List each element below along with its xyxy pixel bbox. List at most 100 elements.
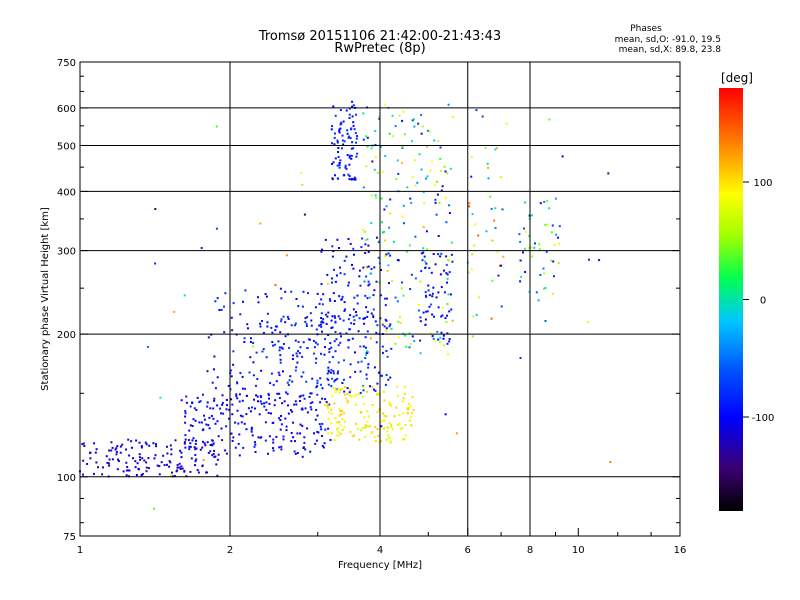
echo-point [246, 323, 249, 326]
echo-point [339, 272, 342, 275]
echo-point [263, 402, 266, 405]
echo-point [212, 453, 215, 455]
echo-point [418, 153, 421, 156]
echo-point [417, 303, 420, 306]
echo-point [213, 399, 216, 402]
echo-point [102, 466, 104, 469]
echo-point [356, 294, 359, 297]
echo-point [419, 316, 422, 319]
echo-point [95, 448, 98, 451]
echo-point [352, 124, 355, 127]
echo-point [448, 271, 451, 274]
echo-point [263, 405, 266, 408]
echo-point [347, 346, 350, 349]
echo-point [280, 448, 283, 451]
echo-point [348, 163, 351, 166]
echo-point [331, 163, 333, 165]
echo-point [292, 436, 295, 439]
echo-point [134, 466, 137, 469]
echo-point [296, 361, 299, 364]
echo-point [81, 443, 84, 446]
echo-point [366, 410, 369, 413]
echo-point [352, 147, 355, 150]
echo-point [373, 289, 376, 292]
echo-point [440, 315, 443, 318]
echo-point [561, 155, 564, 158]
echo-point [171, 471, 173, 474]
echo-point [366, 421, 369, 424]
echo-point [327, 427, 330, 430]
echo-point [404, 334, 407, 337]
echo-point [500, 305, 503, 308]
echo-point [381, 351, 384, 354]
echo-point [467, 271, 470, 274]
echo-point [147, 467, 150, 470]
echo-point [153, 507, 156, 510]
echo-point [116, 445, 119, 448]
echo-point [194, 460, 197, 463]
colorbar-tick-label: -100 [752, 413, 775, 424]
echo-point [297, 305, 300, 308]
echo-point [345, 332, 348, 335]
echo-point [376, 324, 379, 327]
echo-point [280, 320, 283, 323]
echo-point [343, 359, 345, 362]
echo-point [351, 263, 353, 266]
echo-point [348, 338, 351, 341]
echo-point [336, 139, 339, 142]
echo-point [225, 408, 228, 411]
echo-point [203, 418, 206, 421]
echo-point [163, 464, 166, 467]
echo-point [388, 132, 391, 135]
echo-point [377, 392, 380, 395]
echo-point [353, 128, 356, 131]
echo-point [299, 400, 301, 402]
echo-point [270, 412, 272, 415]
echo-point [238, 393, 241, 396]
echo-point [498, 264, 501, 267]
echo-point [333, 380, 336, 383]
echo-point [236, 382, 239, 385]
echo-point [301, 407, 304, 410]
echo-point [439, 336, 442, 339]
echo-point [135, 474, 138, 476]
echo-point [531, 214, 533, 217]
echo-point [354, 178, 357, 181]
echo-point [409, 419, 411, 422]
echo-point [188, 445, 191, 448]
echo-point [370, 147, 373, 150]
echo-point [397, 259, 400, 262]
echo-point [384, 104, 387, 107]
echo-point [330, 408, 333, 411]
echo-point [242, 446, 245, 449]
echo-point [342, 319, 345, 322]
echo-point [433, 139, 436, 142]
echo-point [448, 259, 450, 262]
echo-point [416, 181, 419, 184]
echo-point [316, 430, 319, 433]
echo-point [321, 320, 324, 323]
echo-point [402, 110, 405, 113]
echo-point [380, 425, 383, 428]
echo-point [302, 447, 305, 449]
echo-point [348, 107, 351, 110]
echo-point [334, 389, 337, 392]
echo-point [265, 356, 268, 359]
echo-point [241, 415, 244, 418]
colorbar-tick-label: 0 [760, 296, 766, 307]
echo-point [220, 308, 223, 311]
echo-point [346, 387, 349, 390]
echo-point [264, 293, 267, 295]
echo-point [225, 399, 228, 401]
echo-point [384, 304, 387, 307]
echo-point [401, 119, 404, 122]
echo-point [125, 469, 128, 472]
echo-point [437, 235, 440, 237]
echo-point [411, 176, 414, 179]
echo-point [206, 471, 208, 474]
echo-point [315, 328, 318, 331]
echo-point [328, 370, 330, 373]
echo-point [333, 136, 336, 139]
echo-point [208, 416, 211, 419]
echo-point [213, 368, 215, 371]
